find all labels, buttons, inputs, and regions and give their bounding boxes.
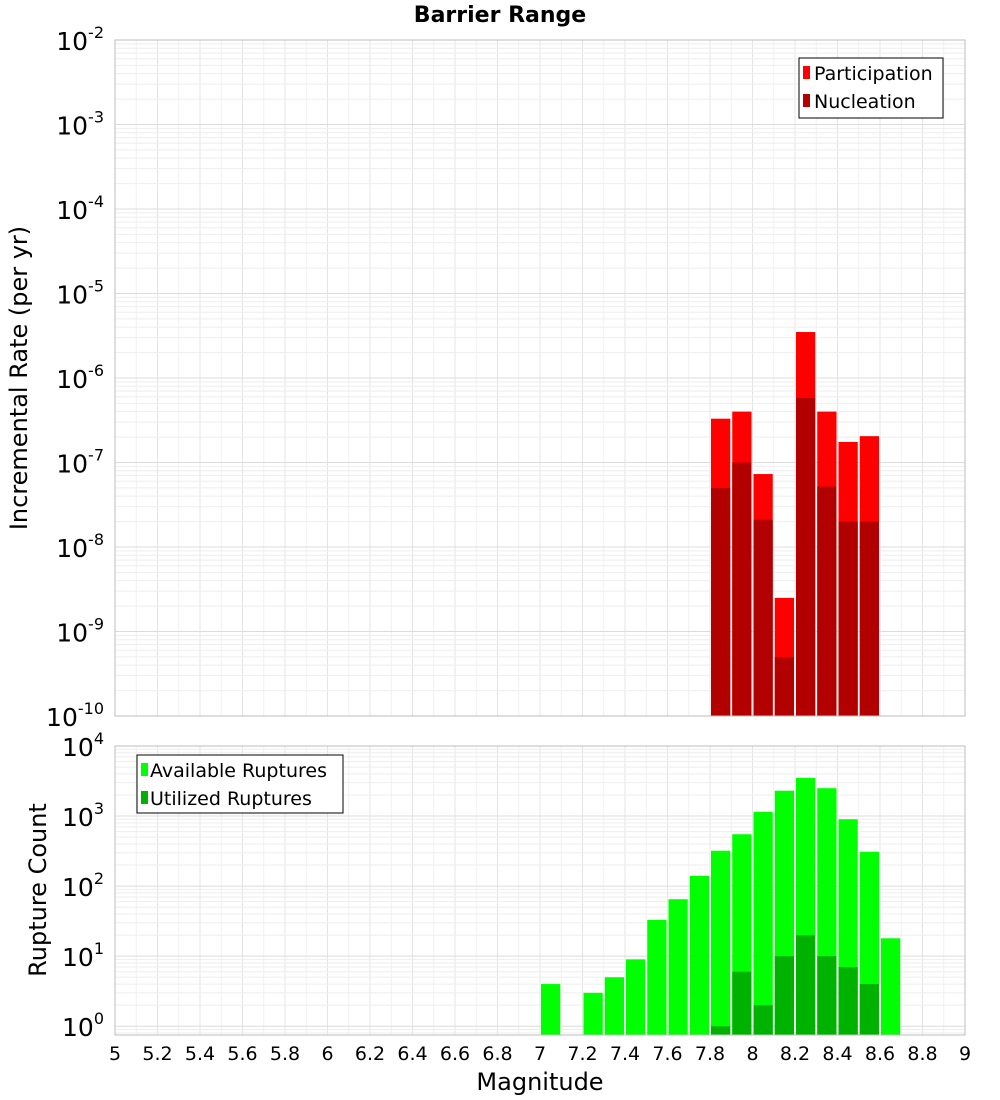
rate-bars	[711, 332, 879, 716]
count-panel: 100 101 102 103 104 5 5.2 5.4 5.6 5.8 6 6.2 6.4 6.6 6…	[24, 729, 971, 1096]
x-tick-label: 5.8	[270, 1043, 300, 1065]
utilized-legend-label: Utilized Ruptures	[150, 788, 312, 810]
x-tick-label: 8	[746, 1043, 758, 1065]
available-ruptures-bar	[604, 977, 624, 1035]
utilized-ruptures-bar	[753, 1005, 773, 1035]
utilized-ruptures-bar	[817, 956, 837, 1035]
y-tick-label: 10-10	[46, 699, 104, 732]
available-ruptures-bar	[881, 938, 901, 1035]
x-tick-label: 6.2	[355, 1043, 385, 1065]
x-tick-label: 5	[109, 1043, 121, 1065]
nucleation-legend-label: Nucleation	[814, 91, 916, 113]
nucleation-bar	[838, 521, 858, 716]
y-tick-label: 10-3	[56, 108, 104, 141]
count-y-tick-labels: 100 101 102 103 104	[62, 729, 104, 1042]
x-tick-label: 8.2	[780, 1043, 810, 1065]
count-legend: Available Ruptures Utilized Ruptures	[136, 754, 344, 814]
x-axis-label: Magnitude	[476, 1068, 603, 1096]
x-tick-label: 6.4	[397, 1043, 427, 1065]
x-tick-label: 6.8	[482, 1043, 512, 1065]
available-legend-swatch	[141, 763, 148, 776]
x-tick-label: 7.8	[695, 1043, 725, 1065]
x-tick-label: 8.6	[865, 1043, 895, 1065]
y-tick-label: 102	[62, 869, 104, 902]
y-tick-label: 10-4	[56, 192, 104, 225]
available-ruptures-bar	[668, 899, 688, 1035]
count-y-axis-label: Rupture Count	[24, 803, 52, 977]
rate-gridlines	[114, 39, 966, 717]
nucleation-bar	[753, 519, 773, 716]
x-tick-label: 6.6	[440, 1043, 470, 1065]
count-legend-box	[136, 754, 344, 814]
nucleation-bar	[711, 487, 731, 716]
available-ruptures-bar	[626, 959, 646, 1035]
chart-title: Barrier Range	[414, 3, 586, 28]
nucleation-bar	[817, 486, 837, 716]
y-tick-label: 100	[62, 1009, 104, 1042]
nucleation-legend-swatch	[803, 94, 810, 107]
available-ruptures-bar	[583, 992, 603, 1035]
available-ruptures-bar	[541, 984, 561, 1035]
count-plot-border	[114, 745, 966, 1036]
x-tick-label: 8.8	[907, 1043, 937, 1065]
utilized-ruptures-bar	[838, 967, 858, 1035]
rate-plot-border	[114, 39, 966, 717]
available-ruptures-bar	[711, 850, 731, 1035]
x-tick-label: 7.4	[610, 1043, 640, 1065]
available-ruptures-bar	[753, 811, 773, 1035]
x-tick-label: 6	[321, 1043, 333, 1065]
rate-y-tick-labels: 10-10 10-9 10-8 10-7 10-6 10-5 10-4 10-3 10-2	[46, 23, 104, 732]
count-bars	[541, 777, 901, 1035]
rate-legend: Participation Nucleation	[798, 57, 944, 119]
x-tick-label: 5.2	[142, 1043, 172, 1065]
y-tick-label: 101	[62, 939, 104, 972]
y-tick-label: 10-8	[56, 530, 104, 563]
y-tick-label: 103	[62, 799, 104, 832]
utilized-ruptures-bar	[859, 984, 879, 1035]
x-tick-label: 5.6	[227, 1043, 257, 1065]
x-tick-labels: 5 5.2 5.4 5.6 5.8 6 6.2 6.4 6.6 6.8 7 7.2 7.4 7.6 7.8 8…	[109, 1043, 971, 1065]
nucleation-bar	[774, 656, 794, 716]
x-tick-label: 7.6	[652, 1043, 682, 1065]
utilized-ruptures-bar	[732, 971, 752, 1035]
x-tick-label: 8.4	[822, 1043, 852, 1065]
y-tick-label: 10-9	[56, 615, 104, 648]
available-ruptures-bar	[689, 875, 709, 1035]
rate-legend-box	[798, 57, 944, 119]
utilized-ruptures-bar	[774, 956, 794, 1035]
nucleation-bar	[859, 521, 879, 716]
utilized-ruptures-bar	[796, 935, 816, 1035]
x-tick-label: 9	[959, 1043, 971, 1065]
x-tick-label: 7.2	[567, 1043, 597, 1065]
rate-y-axis-label: Incremental Rate (per yr)	[5, 226, 33, 530]
y-tick-label: 104	[62, 729, 104, 762]
nucleation-bar	[732, 462, 752, 716]
available-legend-label: Available Ruptures	[150, 760, 327, 782]
x-tick-label: 7	[534, 1043, 546, 1065]
y-tick-label: 10-7	[56, 446, 104, 479]
nucleation-bar	[796, 397, 816, 716]
y-tick-label: 10-5	[56, 277, 104, 310]
available-ruptures-bar	[647, 919, 667, 1035]
participation-legend-label: Participation	[814, 63, 933, 85]
y-tick-label: 10-2	[56, 23, 104, 56]
x-tick-label: 5.4	[185, 1043, 215, 1065]
rate-panel: 10-10 10-9 10-8 10-7 10-6 10-5 10-4 10-3 10-2 In…	[5, 23, 966, 732]
utilized-legend-swatch	[141, 791, 148, 804]
utilized-ruptures-bar	[711, 1026, 731, 1035]
participation-legend-swatch	[803, 66, 810, 79]
y-tick-label: 10-6	[56, 361, 104, 394]
